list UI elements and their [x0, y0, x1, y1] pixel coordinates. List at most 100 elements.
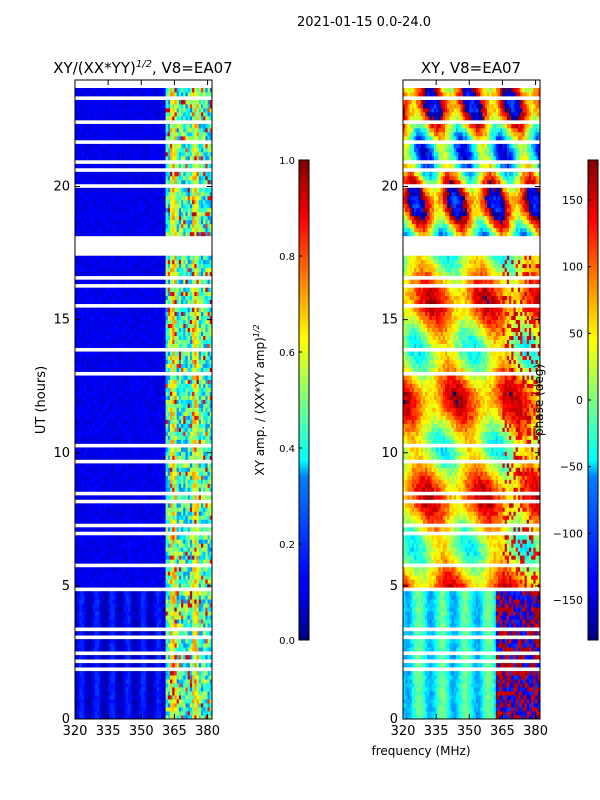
- heatmap-cell: [167, 715, 171, 720]
- heatmap-cell: [92, 639, 96, 644]
- heatmap-cell: [205, 615, 208, 620]
- heatmap-cell: [154, 643, 158, 648]
- heatmap-cell: [83, 575, 87, 580]
- heatmap-cell: [158, 647, 162, 652]
- heatmap-cell: [108, 711, 111, 716]
- heatmap-cell: [77, 707, 80, 712]
- heatmap-cell: [203, 611, 206, 616]
- heatmap-cell: [128, 699, 131, 704]
- heatmap-cell: [150, 595, 153, 600]
- heatmap-cell: [134, 655, 138, 660]
- heatmap-cell: [156, 663, 160, 668]
- heatmap-cell: [130, 671, 133, 676]
- heatmap-cell: [128, 615, 131, 620]
- heatmap-cell: [130, 695, 133, 700]
- heatmap-cell: [94, 615, 98, 620]
- heatmap-cell: [86, 579, 89, 584]
- heatmap-cell: [181, 655, 184, 660]
- heatmap-cell: [121, 615, 125, 620]
- heatmap-cell: [163, 695, 166, 700]
- heatmap-cell: [139, 623, 142, 628]
- heatmap-cell: [183, 599, 186, 604]
- heatmap-cell: [176, 607, 180, 612]
- heatmap-cell: [94, 663, 98, 668]
- heatmap-cell: [108, 579, 111, 584]
- heatmap-cell: [147, 595, 151, 600]
- heatmap-cell: [123, 695, 127, 700]
- heatmap-cell: [198, 711, 202, 716]
- heatmap-cell: [123, 679, 127, 684]
- heatmap-cell: [143, 583, 147, 588]
- heatmap-cell: [99, 683, 102, 688]
- heatmap-cell: [99, 647, 102, 652]
- heatmap-cell: [205, 683, 208, 688]
- heatmap-cell: [207, 687, 211, 692]
- heatmap-cell: [209, 711, 213, 716]
- heatmap-cell: [105, 615, 109, 620]
- heatmap-cell: [176, 643, 180, 648]
- heatmap-cell: [125, 611, 129, 616]
- heatmap-cell: [90, 663, 94, 668]
- heatmap-cell: [189, 699, 193, 704]
- heatmap-cell: [165, 647, 169, 652]
- heatmap-cell: [209, 631, 213, 636]
- heatmap-cell: [121, 639, 125, 644]
- heatmap-cell: [183, 579, 186, 584]
- heatmap-cell: [200, 611, 204, 616]
- heatmap-cell: [170, 647, 173, 652]
- heatmap-cell: [101, 639, 105, 644]
- heatmap-cell: [143, 599, 147, 604]
- heatmap-cell: [172, 643, 175, 648]
- heatmap-cell: [103, 691, 107, 696]
- heatmap-cell: [79, 631, 83, 636]
- heatmap-cell: [77, 607, 80, 612]
- heatmap-cell: [198, 595, 202, 600]
- heatmap-cell: [86, 691, 89, 696]
- heatmap-cell: [161, 671, 164, 676]
- heatmap-cell: [125, 679, 129, 684]
- heatmap-cell: [77, 631, 80, 636]
- heatmap-cell: [178, 711, 182, 716]
- heatmap-cell: [123, 707, 127, 712]
- heatmap-cell: [86, 623, 89, 628]
- heatmap-cell: [116, 611, 120, 616]
- heatmap-cell: [143, 715, 147, 720]
- heatmap-cell: [200, 711, 204, 716]
- heatmap-cell: [154, 695, 158, 700]
- heatmap-cell: [196, 623, 200, 628]
- heatmap-cell: [152, 623, 155, 628]
- heatmap-cell: [203, 679, 206, 684]
- heatmap-cell: [92, 675, 96, 680]
- heatmap-cell: [77, 683, 80, 688]
- heatmap-cell: [192, 687, 195, 692]
- heatmap-cell: [94, 699, 98, 704]
- heatmap-cell: [141, 599, 144, 604]
- heatmap-cell: [203, 623, 206, 628]
- heatmap-cell: [174, 615, 178, 620]
- heatmap-cell: [90, 603, 94, 608]
- heatmap-cell: [101, 599, 105, 604]
- heatmap-cell: [90, 595, 94, 600]
- heatmap-cell: [183, 611, 186, 616]
- heatmap-cell: [170, 579, 173, 584]
- heatmap-cell: [139, 647, 142, 652]
- heatmap-cell: [136, 607, 140, 612]
- heatmap-cell: [136, 691, 140, 696]
- heatmap-cell: [150, 639, 153, 644]
- heatmap-cell: [101, 583, 105, 588]
- heatmap-cell: [139, 599, 142, 604]
- heatmap-cell: [103, 611, 107, 616]
- heatmap-cell: [172, 699, 175, 704]
- heatmap-cell: [88, 707, 91, 712]
- heatmap-cell: [156, 703, 160, 708]
- heatmap-cell: [136, 711, 140, 716]
- heatmap-cell: [198, 683, 202, 688]
- heatmap-cell: [196, 611, 200, 616]
- heatmap-cell: [163, 599, 166, 604]
- heatmap-cell: [156, 619, 160, 624]
- heatmap-cell: [97, 671, 100, 676]
- heatmap-cell: [167, 703, 171, 708]
- heatmap-cell: [198, 707, 202, 712]
- heatmap-cell: [141, 671, 144, 676]
- heatmap-cell: [176, 619, 180, 624]
